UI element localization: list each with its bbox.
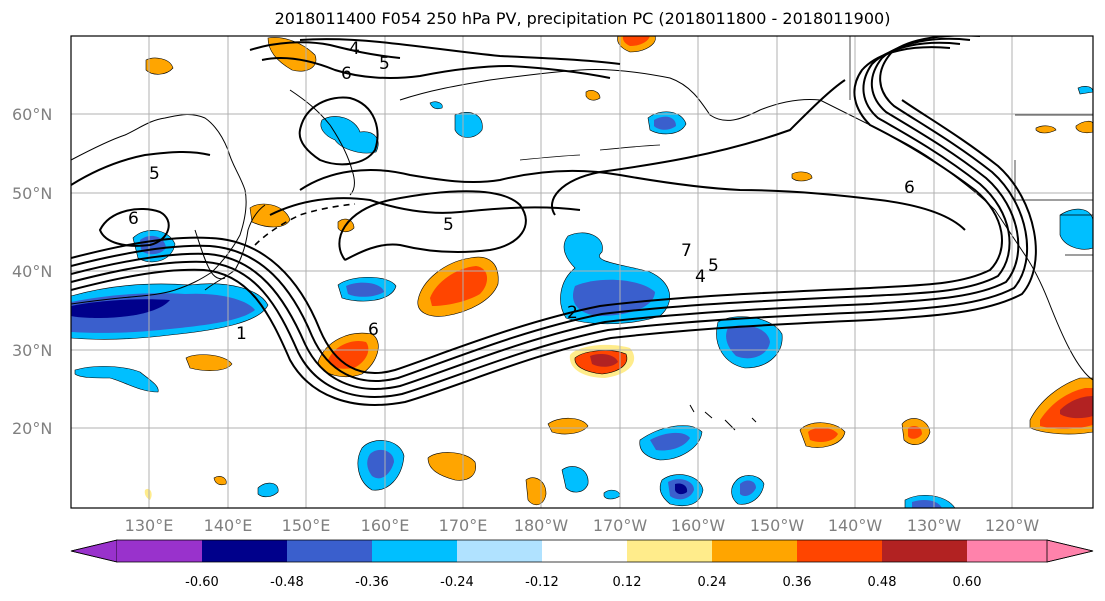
lon-label: 140°E bbox=[204, 516, 253, 535]
colorbar-tick-label: 0.12 bbox=[613, 575, 642, 590]
pv-contour-top-5 bbox=[299, 38, 621, 65]
pv-contour-6-circle bbox=[98, 208, 170, 247]
lat-label: 60°N bbox=[12, 105, 52, 124]
colorbar-segment bbox=[712, 540, 797, 562]
pv-contour-ak-low bbox=[551, 79, 846, 216]
pos-anomaly-455-465 bbox=[427, 452, 476, 481]
lon-label: 150°E bbox=[282, 516, 331, 535]
pv-contour-5 bbox=[71, 99, 1037, 406]
neg-anomaly-265-490 bbox=[257, 482, 279, 498]
pv-contour-5-west bbox=[71, 150, 211, 186]
neg-anomaly-465-125 bbox=[454, 111, 483, 138]
colorbar-segment bbox=[797, 540, 882, 562]
lat-label: 40°N bbox=[12, 262, 52, 281]
latitude-labels: 20°N 30°N 40°N 50°N 60°N bbox=[12, 105, 52, 438]
pv-contour-kamchatka-loop bbox=[298, 96, 379, 166]
map-content: 4 5 6 5 6 6 5 7 4 5 2 1 6 bbox=[71, 36, 1093, 508]
pos-anomaly-158-66 bbox=[145, 57, 174, 75]
pv-contour-1 bbox=[71, 46, 1003, 375]
lat-label: 50°N bbox=[12, 184, 52, 203]
colorbar-tick-label: 0.60 bbox=[953, 575, 982, 590]
lon-label: 170°W bbox=[593, 516, 648, 535]
pv-contour-5-loop bbox=[338, 190, 527, 261]
kamchatka-coast bbox=[289, 89, 355, 196]
neg-anomaly-360-130 bbox=[320, 116, 379, 154]
pv-contour-3 bbox=[71, 37, 1020, 390]
colorbar-segment bbox=[287, 540, 372, 562]
north-america-coast bbox=[994, 209, 1093, 381]
pv-contour-2 bbox=[71, 41, 1011, 382]
contour-labels: 4 5 6 5 6 6 5 7 4 5 2 1 6 bbox=[128, 39, 915, 344]
contour-label: 5 bbox=[443, 215, 454, 235]
lon-label: 140°W bbox=[828, 516, 883, 535]
neg-anomaly-575-480 bbox=[561, 466, 589, 493]
colorbar-segment bbox=[372, 540, 457, 562]
pv-contour-4 bbox=[71, 36, 1028, 398]
pv-contour-top-4 bbox=[249, 41, 401, 59]
contour-label: 6 bbox=[341, 64, 352, 84]
contour-label: 4 bbox=[349, 39, 360, 59]
colorbar-tick-label: -0.48 bbox=[270, 575, 304, 590]
contour-label: 5 bbox=[708, 256, 719, 276]
aleutian-islands bbox=[519, 144, 661, 161]
pv-contours bbox=[71, 36, 1037, 406]
colorbar-segment bbox=[202, 540, 287, 562]
colorbar-tick-label: -0.12 bbox=[525, 575, 559, 590]
pos-anomaly-290-55 bbox=[267, 37, 317, 72]
colorbar-extend-left bbox=[70, 539, 118, 563]
lon-label: 130°E bbox=[125, 516, 174, 535]
colorbar-segment bbox=[117, 540, 202, 562]
pv-contour-ridge bbox=[299, 169, 966, 231]
neg-anomaly-east-china bbox=[74, 366, 159, 393]
colorbar-tick-label: -0.36 bbox=[355, 575, 389, 590]
hawaii-islands bbox=[689, 404, 757, 431]
colorbar-segment bbox=[627, 540, 712, 562]
contour-label: 4 bbox=[695, 267, 706, 287]
lon-label: 160°E bbox=[361, 516, 410, 535]
lon-label: 150°W bbox=[750, 516, 805, 535]
longitude-labels: 130°E 140°E 150°E 160°E 170°E 180°W 170°… bbox=[125, 516, 1040, 535]
contour-label: 5 bbox=[149, 164, 160, 184]
colorbar-tick-label: 0.24 bbox=[698, 575, 727, 590]
contour-label: 5 bbox=[379, 54, 390, 74]
pos-anomaly-568-425 bbox=[547, 417, 589, 435]
lat-label: 30°N bbox=[12, 341, 52, 360]
colorbar-segment bbox=[457, 540, 542, 562]
lon-label: 180°W bbox=[514, 516, 569, 535]
colorbar-tick-label: 0.48 bbox=[868, 575, 897, 590]
colorbar-segment bbox=[967, 540, 1047, 562]
japan-coast bbox=[204, 204, 266, 291]
asia-coast bbox=[71, 114, 247, 305]
lon-label: 170°E bbox=[439, 516, 488, 535]
contour-label: 7 bbox=[681, 241, 692, 261]
colorbar: -0.60 -0.48 -0.36 -0.24 -0.12 0.12 0.24 … bbox=[70, 539, 1094, 590]
lat-label: 20°N bbox=[12, 419, 52, 438]
colorbar-segment bbox=[882, 540, 967, 562]
colorbar-outline bbox=[70, 539, 1094, 563]
contour-label: 6 bbox=[368, 320, 379, 340]
lon-label: 160°W bbox=[671, 516, 726, 535]
pv-contour-dashed bbox=[254, 203, 356, 246]
map-frame bbox=[70, 35, 1094, 509]
colorbar-tick-label: -0.60 bbox=[185, 575, 219, 590]
colorbar-segment bbox=[542, 540, 627, 562]
colorbar-extend-right bbox=[1046, 539, 1094, 563]
contour-label: 2 bbox=[567, 303, 578, 323]
pos-anomaly-208-362 bbox=[185, 354, 233, 371]
pv-contour-top-6 bbox=[261, 57, 611, 79]
map-title: 2018011400 F054 250 hPa PV, precipitatio… bbox=[274, 9, 891, 28]
lon-label: 120°W bbox=[985, 516, 1040, 535]
positive-precip-anomalies bbox=[144, 36, 1093, 506]
contour-label: 6 bbox=[904, 178, 915, 198]
contour-label: 6 bbox=[128, 209, 139, 229]
lon-label: 130°W bbox=[907, 516, 962, 535]
neg-anomaly-1065 bbox=[1059, 208, 1093, 250]
colorbar-tick-label: -0.24 bbox=[440, 575, 474, 590]
contour-label: 1 bbox=[236, 324, 247, 344]
colorbar-tick-label: 0.36 bbox=[783, 575, 812, 590]
